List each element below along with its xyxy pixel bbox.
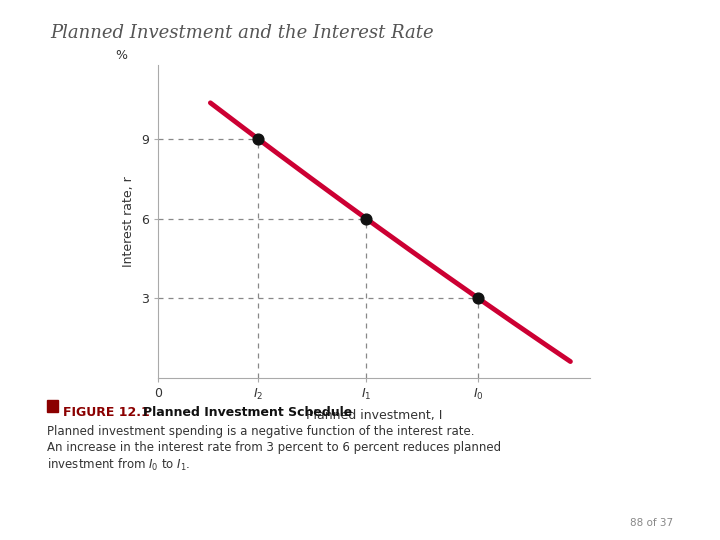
Point [253, 135, 264, 144]
Text: investment from $I_0$ to $I_1$.: investment from $I_0$ to $I_1$. [47, 457, 190, 474]
Text: Planned Investment Schedule: Planned Investment Schedule [143, 406, 352, 419]
Y-axis label: Interest rate, r: Interest rate, r [122, 176, 135, 267]
Text: 88 of 37: 88 of 37 [630, 518, 673, 528]
Point [472, 294, 484, 303]
Text: Planned Investment and the Interest Rate: Planned Investment and the Interest Rate [50, 24, 434, 42]
Text: Planned investment spending is a negative function of the interest rate.: Planned investment spending is a negativ… [47, 425, 474, 438]
Point [361, 214, 372, 223]
Text: An increase in the interest rate from 3 percent to 6 percent reduces planned: An increase in the interest rate from 3 … [47, 441, 501, 454]
Text: FIGURE 12.1: FIGURE 12.1 [63, 406, 155, 419]
Text: %: % [116, 49, 127, 62]
X-axis label: Planned investment, I: Planned investment, I [306, 409, 443, 422]
